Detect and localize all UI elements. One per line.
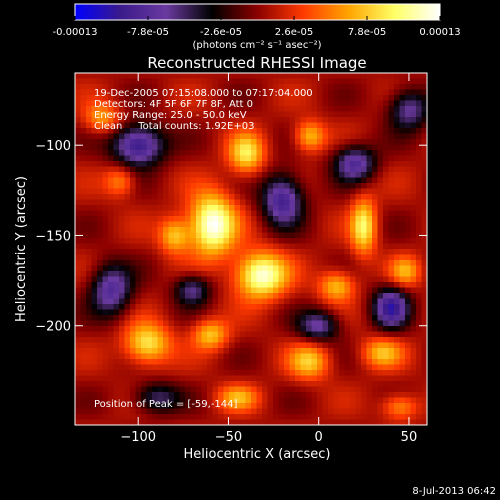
y-tick-label: −100: [35, 139, 71, 154]
colorbar-tick-label: 2.6e-05: [275, 27, 313, 38]
annotation-line: Energy Range: 25.0 - 50.0 keV: [94, 110, 247, 121]
y-tick-label: −150: [35, 229, 71, 244]
y-tick-label: −200: [35, 320, 71, 335]
colorbar-tick-label: -0.00013: [53, 27, 98, 38]
heatmap-image: [75, 73, 427, 425]
annotation-line: 19-Dec-2005 07:15:08.000 to 07:17:04.000: [94, 88, 313, 99]
plot-frame: [74, 72, 428, 426]
colorbar-ticks: -0.00013 -7.8e-05 -2.6e-05 2.6e-05 7.8e-05 0.…: [53, 16, 461, 38]
x-axis-ticks: −100 −50 0 50: [120, 73, 417, 445]
footer-timestamp: 8-Jul-2013 06:42: [412, 486, 496, 497]
colorbar-unit-label: (photons cm⁻² s⁻¹ asec⁻²): [192, 40, 321, 51]
colorbar: -0.00013 -7.8e-05 -2.6e-05 2.6e-05 7.8e-05 0.…: [53, 3, 461, 51]
heatmap-region: [74, 72, 428, 426]
y-axis-ticks: −100 −150 −200: [35, 139, 427, 335]
x-tick-label: −100: [120, 430, 156, 445]
colorbar-tick-label: 7.8e-05: [348, 27, 386, 38]
colorbar-tick-label: -7.8e-05: [127, 27, 169, 38]
colorbar-tick-label: 0.00013: [419, 27, 460, 38]
chart-title: Reconstructed RHESSI Image: [147, 54, 366, 72]
peak-position-label: Position of Peak = [-59,-144]: [94, 399, 238, 410]
colorbar-tick-label: -2.6e-05: [200, 27, 242, 38]
x-tick-label: −50: [215, 430, 242, 445]
x-axis-label: Heliocentric X (arcsec): [184, 447, 331, 462]
x-tick-label: 0: [315, 430, 323, 445]
annotation-line: Detectors: 4F 5F 6F 7F 8F, Att 0: [94, 99, 253, 110]
colorbar-gradient: [74, 3, 441, 21]
annotation-line: Clean Total counts: 1.92E+03: [94, 121, 254, 132]
annotation-block: 19-Dec-2005 07:15:08.000 to 07:17:04.000…: [94, 88, 313, 132]
y-axis-label: Heliocentric Y (arcsec): [14, 176, 29, 322]
x-tick-label: 50: [401, 430, 418, 445]
